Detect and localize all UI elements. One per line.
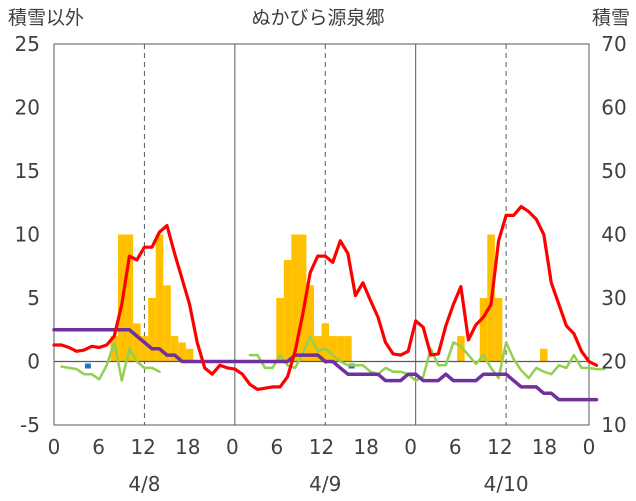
precip-bar <box>494 298 503 362</box>
precip-bar <box>170 336 179 362</box>
right-tick-label: 30 <box>601 286 626 310</box>
x-tick-label: 12 <box>309 435 334 459</box>
x-tick-label: 0 <box>583 435 596 459</box>
left-tick-label: 20 <box>15 96 40 120</box>
right-tick-label: 10 <box>601 413 626 437</box>
x-tick-label: 0 <box>404 435 417 459</box>
snow-depth-line <box>52 328 599 402</box>
x-tick-label: 6 <box>271 435 284 459</box>
x-tick-label: 18 <box>353 435 378 459</box>
left-tick-label: -5 <box>20 413 40 437</box>
left-tick-label: 0 <box>27 350 40 374</box>
x-tick-label: 0 <box>226 435 239 459</box>
precip-bar <box>163 285 171 362</box>
left-axis-title: 積雪以外 <box>8 7 84 29</box>
small-marker <box>84 363 91 369</box>
left-axis-ticks: -5 0 5 10 15 20 25 <box>15 32 40 437</box>
precip-bar <box>155 234 164 362</box>
left-tick-label: 25 <box>15 32 40 56</box>
temperature-line <box>52 205 599 391</box>
x-tick-label: 12 <box>130 435 155 459</box>
precip-bar <box>336 336 345 362</box>
precip-bar <box>110 336 119 362</box>
right-tick-label: 70 <box>601 32 626 56</box>
x-tick-label: 6 <box>449 435 462 459</box>
precip-bar <box>178 342 186 362</box>
precip-bar <box>291 234 299 362</box>
right-tick-label: 40 <box>601 223 626 247</box>
precip-bar <box>540 348 548 362</box>
precip-bar <box>329 336 337 362</box>
wind-line <box>248 334 606 382</box>
precip-bar <box>185 348 194 362</box>
left-tick-label: 5 <box>27 286 40 310</box>
precip-bar <box>344 336 352 362</box>
precip-bar <box>321 323 330 362</box>
precip-bar <box>276 298 284 362</box>
x-tick-label: 18 <box>532 435 557 459</box>
chart-title: ぬかびら源泉郷 <box>251 7 384 29</box>
precip-bar <box>125 234 134 362</box>
precip-bar <box>140 336 149 362</box>
plot-area <box>53 43 590 426</box>
precip-bar <box>298 234 307 362</box>
date-label: 4/9 <box>309 472 341 496</box>
date-label: 4/8 <box>128 472 160 496</box>
x-tick-label: 12 <box>487 435 512 459</box>
precip-bar <box>457 336 465 362</box>
series-lines <box>52 205 606 402</box>
precip-bar <box>306 285 314 362</box>
wind-line <box>60 341 161 382</box>
date-label: 4/10 <box>484 472 529 496</box>
precip-bar <box>479 298 488 362</box>
x-axis-ticks: 0 6 12 18 0 6 12 18 0 6 12 18 0 <box>48 435 596 459</box>
right-tick-label: 50 <box>601 159 626 183</box>
x-tick-label: 18 <box>175 435 200 459</box>
x-tick-label: 0 <box>48 435 61 459</box>
right-tick-label: 60 <box>601 96 626 120</box>
precip-bar <box>133 323 141 362</box>
right-tick-label: 20 <box>601 350 626 374</box>
date-labels: 4/8 4/9 4/10 <box>128 472 528 496</box>
x-tick-label: 6 <box>92 435 105 459</box>
right-axis-title: 積雪 <box>592 7 630 29</box>
left-tick-label: 15 <box>15 159 40 183</box>
precip-bar <box>148 298 156 362</box>
precip-bar <box>283 259 292 362</box>
right-axis-ticks: 10 20 30 40 50 60 70 <box>601 32 626 437</box>
left-tick-label: 10 <box>15 223 40 247</box>
